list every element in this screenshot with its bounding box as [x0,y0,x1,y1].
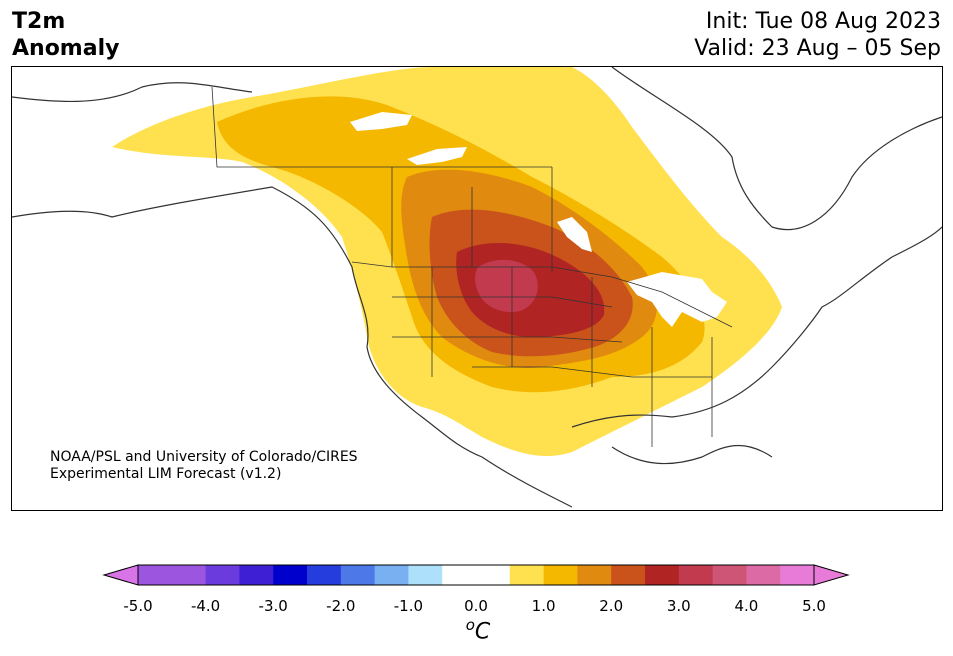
contour-3-0 [475,259,538,313]
colorbar-cell [307,565,342,585]
colorbar-cell [138,565,173,585]
colorbar-cell [543,565,578,585]
colorbar-unit: oC [466,616,491,644]
colorbar-tick-label: -5.0 [123,597,153,615]
colorbar-tick-label: -1.0 [393,597,424,615]
lake-great-bear [350,112,412,131]
colorbar-cell [645,565,680,585]
colorbar-cell [340,565,376,585]
title-line-anomaly: Anomaly [12,36,120,61]
colorbar-tick-label: -3.0 [258,597,288,615]
colorbar-cell [746,565,781,585]
colorbar-tick-label: 1.0 [531,597,556,615]
colorbar-cell [273,565,308,585]
unit-celsius: C [474,619,491,645]
colorbar-cell [611,565,646,585]
title-line-variable: T2m [12,9,66,34]
colorbar-cell [678,565,714,585]
coastlines [12,67,942,508]
credit-line-product: Experimental LIM Forecast (v1.2) [50,466,282,482]
credit-text: NOAA/PSL and University of Colorado/CIRE… [50,449,358,483]
colorbar-cells [102,564,850,586]
colorbar-cell [712,565,747,585]
colorbar-tick-label: 2.0 [599,597,624,615]
forecast-dates: Init: Tue 08 Aug 2023 Valid: 23 Aug – 05… [694,8,941,62]
map-canvas [12,67,942,508]
colorbar-cell [374,565,409,585]
init-date: Init: Tue 08 Aug 2023 [705,9,941,34]
colorbar-outline [137,564,815,586]
colorbar-tick-label: 0.0 [464,597,488,615]
colorbar-over-arrow [813,564,850,586]
colorbar-cell [408,565,443,585]
map-title: T2m Anomaly [12,8,119,62]
colorbar-cell [205,565,240,585]
colorbar-tick-label: 4.0 [734,597,759,615]
unit-degree: o [465,616,475,634]
lake-great-slave [407,147,467,165]
colorbar-cell [239,565,274,585]
lake-winnipeg [557,217,592,252]
colorbar-cell [171,565,207,585]
anomaly-map: NOAA/PSL and University of Colorado/CIRE… [11,66,943,511]
colorbar-tick-label: -2.0 [326,597,356,615]
colorbar-tick-label: 3.0 [666,597,691,615]
anomaly-shading [112,67,782,457]
colorbar-under-arrow [102,564,139,586]
colorbar-tick-label: 5.0 [802,597,826,615]
political-borders [211,86,733,447]
colorbar-cell [780,565,815,585]
colorbar-cell [577,565,612,585]
credit-line-org: NOAA/PSL and University of Colorado/CIRE… [50,449,358,465]
colorbar [102,564,850,586]
colorbar-cell [442,565,511,585]
colorbar-tick-label: -4.0 [190,597,221,615]
colorbar-cell [509,565,545,585]
valid-range: Valid: 23 Aug – 05 Sep [694,36,941,61]
